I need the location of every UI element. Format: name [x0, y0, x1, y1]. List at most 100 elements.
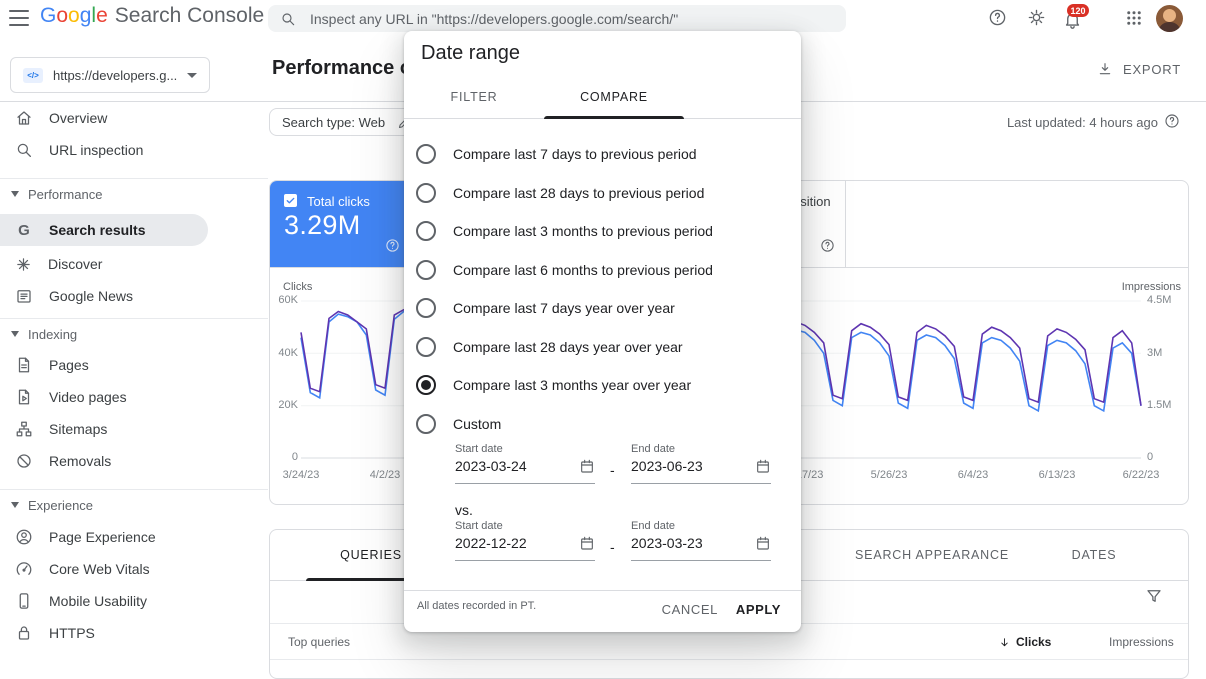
- option-label: Compare last 28 days to previous period: [453, 184, 705, 201]
- y-axis-tick: 0: [1147, 451, 1154, 463]
- column-header-clicks[interactable]: Clicks: [998, 635, 1051, 649]
- date-range-option[interactable]: Compare last 3 months to previous period: [404, 212, 801, 251]
- section-label: Performance: [28, 186, 103, 202]
- filter-funnel-icon[interactable]: [1145, 587, 1163, 605]
- start-date-label: Start date: [455, 520, 503, 532]
- sidebar-item-core-web-vitals[interactable]: Core Web Vitals: [0, 553, 208, 585]
- sidebar-item-video-pages[interactable]: Video pages: [0, 381, 208, 413]
- sidebar-item-google-news[interactable]: Google News: [0, 280, 208, 312]
- sidebar-item-discover[interactable]: Discover: [0, 248, 208, 280]
- menu-icon[interactable]: [9, 10, 29, 26]
- radio-icon[interactable]: [416, 298, 436, 319]
- tab-search-appearance[interactable]: SEARCH APPEARANCE: [855, 548, 1009, 562]
- tab-dates[interactable]: DATES: [1071, 548, 1117, 562]
- sidebar-item-label: Page Experience: [49, 529, 156, 545]
- apps-grid-icon[interactable]: [1125, 9, 1143, 27]
- help-icon[interactable]: [1164, 113, 1180, 129]
- dialog-tabbar: FILTER COMPARE: [404, 81, 801, 119]
- date-range-option[interactable]: Compare last 7 days to previous period: [404, 135, 801, 174]
- sidebar-item-label: HTTPS: [49, 625, 95, 641]
- sidebar-item-label: Sitemaps: [49, 421, 108, 437]
- radio-icon[interactable]: [416, 336, 436, 357]
- date-range-option[interactable]: Compare last 3 months year over year: [404, 366, 801, 405]
- x-axis-tick: 6/4/23: [957, 469, 989, 481]
- home-icon: [15, 109, 33, 127]
- sidebar-item-mobile-usability[interactable]: Mobile Usability: [0, 585, 208, 617]
- range2-end-date-input[interactable]: 2023-03-23: [631, 535, 771, 561]
- radio-selected-icon[interactable]: [416, 375, 436, 396]
- sidebar-item-label: Mobile Usability: [49, 593, 148, 609]
- property-value: https://developers.g...: [53, 67, 177, 83]
- url-inspect-input[interactable]: [310, 10, 834, 27]
- tab-filter[interactable]: FILTER: [450, 90, 498, 104]
- sidebar: https://developers.g... Overview URL ins…: [0, 0, 269, 664]
- calendar-icon[interactable]: [755, 458, 771, 474]
- section-performance[interactable]: Performance: [0, 182, 240, 206]
- metric-value: 3.29M: [284, 210, 361, 240]
- radio-icon[interactable]: [416, 413, 436, 434]
- sidebar-item-url-inspection[interactable]: URL inspection: [0, 134, 208, 166]
- tab-indicator: [306, 578, 436, 581]
- date-value: 2023-03-24: [455, 458, 527, 474]
- avatar[interactable]: [1156, 5, 1183, 32]
- calendar-icon[interactable]: [579, 535, 595, 551]
- end-date-label: End date: [631, 520, 676, 532]
- section-indexing[interactable]: Indexing: [0, 322, 240, 346]
- radio-icon[interactable]: [416, 221, 436, 242]
- date-range-option[interactable]: Compare last 6 months to previous period: [404, 251, 801, 290]
- y-axis-tick: 20K: [278, 399, 298, 411]
- metric-card-total-clicks[interactable]: Total clicks 3.29M: [270, 181, 414, 267]
- tab-indicator: [544, 116, 684, 119]
- collapse-caret-icon: [11, 191, 19, 197]
- apply-button[interactable]: APPLY: [735, 601, 781, 617]
- google-g-icon: G: [18, 221, 30, 239]
- property-selector[interactable]: https://developers.g...: [10, 57, 210, 93]
- y-axis-tick: 4.5M: [1147, 294, 1172, 306]
- calendar-icon[interactable]: [755, 535, 771, 551]
- y-axis-tick: 1.5M: [1147, 399, 1172, 411]
- sidebar-item-label: Core Web Vitals: [49, 561, 150, 577]
- radio-icon[interactable]: [416, 259, 436, 280]
- radio-icon[interactable]: [416, 144, 436, 165]
- range2-start-date-input[interactable]: 2022-12-22: [455, 535, 595, 561]
- sidebar-item-page-experience[interactable]: Page Experience: [0, 521, 208, 553]
- cancel-button[interactable]: CANCEL: [661, 601, 718, 617]
- tab-compare[interactable]: COMPARE: [580, 90, 648, 104]
- date-range-option[interactable]: Compare last 7 days year over year: [404, 289, 801, 328]
- url-inspect-searchbar[interactable]: [268, 5, 846, 32]
- x-axis-tick: 6/22/23: [1122, 469, 1160, 481]
- sidebar-divider: [0, 318, 268, 319]
- tab-queries[interactable]: QUERIES: [340, 548, 402, 562]
- x-axis-tick: 5/26/23: [870, 469, 908, 481]
- video-pages-icon: [15, 388, 33, 406]
- range1-start-date-input[interactable]: 2023-03-24: [455, 458, 595, 484]
- settings-icon[interactable]: [1027, 8, 1046, 27]
- smartphone-icon: [15, 592, 33, 610]
- sidebar-item-removals[interactable]: Removals: [0, 445, 208, 477]
- app-logo[interactable]: Google Search Console: [40, 4, 264, 28]
- checkbox-checked-icon[interactable]: [284, 194, 297, 207]
- date-range-option[interactable]: Compare last 28 days to previous period: [404, 174, 801, 213]
- section-experience[interactable]: Experience: [0, 493, 240, 517]
- sidebar-item-https[interactable]: HTTPS: [0, 617, 208, 649]
- sitemap-icon: [15, 420, 33, 438]
- date-range-dialog: Date range FILTER COMPARE Compare last 7…: [404, 31, 801, 632]
- dialog-footer-divider: [404, 590, 801, 591]
- column-header-impressions[interactable]: Impressions: [1109, 635, 1174, 649]
- search-type-chip[interactable]: Search type: Web: [269, 108, 426, 136]
- range1-end-date-input[interactable]: 2023-06-23: [631, 458, 771, 484]
- date-range-option[interactable]: Custom: [404, 405, 801, 444]
- sidebar-item-pages[interactable]: Pages: [0, 349, 208, 381]
- sidebar-divider: [0, 489, 268, 490]
- calendar-icon[interactable]: [579, 458, 595, 474]
- section-label: Indexing: [28, 326, 78, 342]
- sidebar-item-sitemaps[interactable]: Sitemaps: [0, 413, 208, 445]
- sidebar-item-overview[interactable]: Overview: [0, 102, 208, 134]
- radio-icon[interactable]: [416, 182, 436, 203]
- export-button[interactable]: EXPORT: [1097, 61, 1181, 77]
- sidebar-item-search-results[interactable]: G Search results: [0, 214, 208, 246]
- chevron-down-icon: [187, 72, 197, 78]
- date-range-option[interactable]: Compare last 28 days year over year: [404, 328, 801, 367]
- start-date-label: Start date: [455, 443, 503, 455]
- help-icon[interactable]: [988, 8, 1007, 27]
